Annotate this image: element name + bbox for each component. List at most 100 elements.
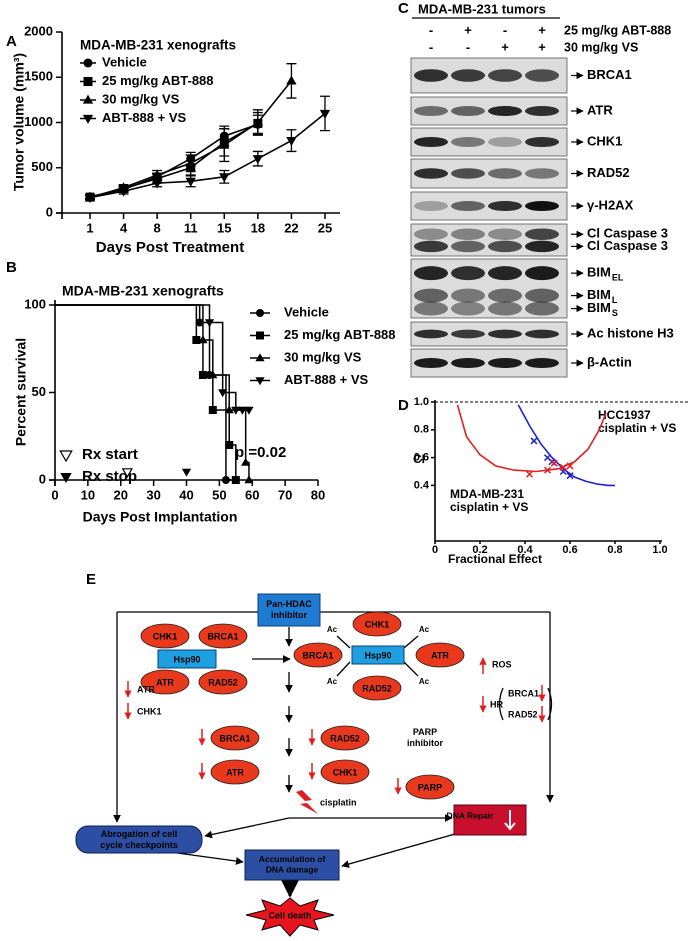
outcome-box [453, 804, 527, 836]
treatment-label: 25 mg/kg ABT-888 [564, 23, 671, 37]
drug-label: PARP [413, 727, 437, 737]
data-point [198, 371, 207, 379]
acetyl-label: Ac [419, 625, 430, 634]
blot-band [414, 136, 448, 148]
blot-band [414, 200, 448, 212]
band-label: BIM [587, 265, 611, 280]
chart-title: MDA-MB-231 xenografts [62, 283, 224, 299]
inhibitor-label: Pan-HDAC [266, 599, 312, 609]
protein-node [210, 725, 260, 751]
protein-label: BRCA1 [219, 733, 250, 743]
legend-label: 30 mg/kg VS [284, 349, 362, 364]
x-tick-label: 1 [86, 220, 93, 235]
y-tick-label: 100 [24, 296, 46, 311]
blot-band [488, 200, 522, 212]
blot-band [525, 136, 559, 148]
acetyl-label: Ac [327, 677, 338, 686]
data-point [231, 406, 241, 415]
protein-label: ATR [226, 767, 244, 777]
data-point [84, 194, 96, 204]
x-tick-label: 40 [179, 487, 193, 502]
series-line [89, 122, 259, 198]
diagram-connectors [113, 611, 554, 898]
outcome-label: DNA damage [266, 865, 319, 875]
y-tick-label: 50 [32, 384, 46, 399]
data-point [525, 470, 534, 478]
x-tick-label: 70 [278, 487, 292, 502]
legend-label: Vehicle [102, 54, 147, 69]
blot-band [525, 105, 559, 117]
note-label: BRCA1 [508, 688, 539, 698]
protein-label: ATR [156, 677, 174, 687]
band-label: Cl Caspase 3 [587, 226, 668, 241]
lane-sign: + [501, 39, 509, 54]
outcome-label: Abrogation of cell [101, 829, 178, 839]
acetyl-label: Ac [327, 625, 338, 634]
x-tick-label: 0 [51, 487, 58, 502]
x-tick-label: 11 [184, 220, 198, 235]
data-point [219, 139, 230, 149]
blot-band [525, 301, 559, 316]
band-label: β-Actin [587, 354, 632, 369]
lane-sign: - [429, 22, 433, 37]
band-label: CHK1 [587, 133, 622, 148]
blot-band [488, 168, 522, 179]
blot-band [488, 240, 522, 253]
legend-marker [83, 58, 93, 68]
data-point [543, 466, 552, 474]
lane-sign: + [538, 39, 546, 54]
x-tick-label: 0.4 [517, 544, 533, 556]
drug-label: inhibitor [407, 738, 443, 748]
data-point [218, 389, 228, 398]
lightning-icon [296, 790, 318, 814]
annotation-label: Rx start [82, 446, 138, 463]
blot-band [525, 329, 559, 339]
blot-band [414, 301, 448, 316]
x-tick-label: 0.8 [607, 544, 622, 556]
x-tick-label: 15 [217, 220, 231, 235]
blot-band [525, 288, 559, 303]
blot-band [525, 266, 559, 281]
y-axis-label: Tumor volume (mm³) [11, 53, 27, 191]
blot-band [488, 136, 522, 148]
protein-node [140, 623, 190, 649]
protein-node [352, 611, 402, 637]
blot-band [451, 228, 485, 241]
x-tick-label: 22 [284, 220, 298, 235]
note-label: RAD52 [508, 709, 538, 719]
data-point [198, 335, 208, 344]
x-tick-label: 50 [212, 487, 226, 502]
protein-node [210, 759, 260, 785]
legend-label: 25 mg/kg ABT-888 [284, 327, 396, 342]
blot-band [414, 228, 448, 241]
y-axis-label: Percent survival [13, 338, 29, 446]
data-point [566, 462, 574, 470]
data-point [151, 169, 163, 179]
y-tick-label: 1500 [24, 69, 53, 84]
y-tick-label: 1.0 [414, 396, 429, 408]
note-label: ATR [137, 684, 155, 694]
hsp90-label: Hsp90 [173, 654, 200, 664]
outcome-box [244, 849, 340, 881]
legend-marker [256, 309, 264, 317]
x-tick-label: 80 [311, 487, 325, 502]
blot-band [414, 288, 448, 303]
annotation-marker [121, 468, 133, 479]
blot-band [488, 329, 522, 339]
blot-band [488, 357, 522, 369]
blot-band [525, 200, 559, 212]
legend-label: ABT-888 + VS [284, 372, 369, 387]
blot-band [488, 228, 522, 241]
panel-letter: E [86, 571, 96, 588]
y-tick-label: 0 [39, 471, 46, 486]
data-point [252, 155, 264, 165]
legend-label: MDA-MB-231 [450, 487, 524, 501]
outcome-box [75, 825, 203, 854]
hsp90-box [157, 649, 217, 669]
y-axis-label: CI [413, 452, 425, 466]
data-point [286, 137, 297, 146]
protein-label: ATR [431, 650, 449, 660]
legend-label: 25 mg/kg ABT-888 [102, 73, 214, 88]
protein-node [293, 642, 343, 668]
